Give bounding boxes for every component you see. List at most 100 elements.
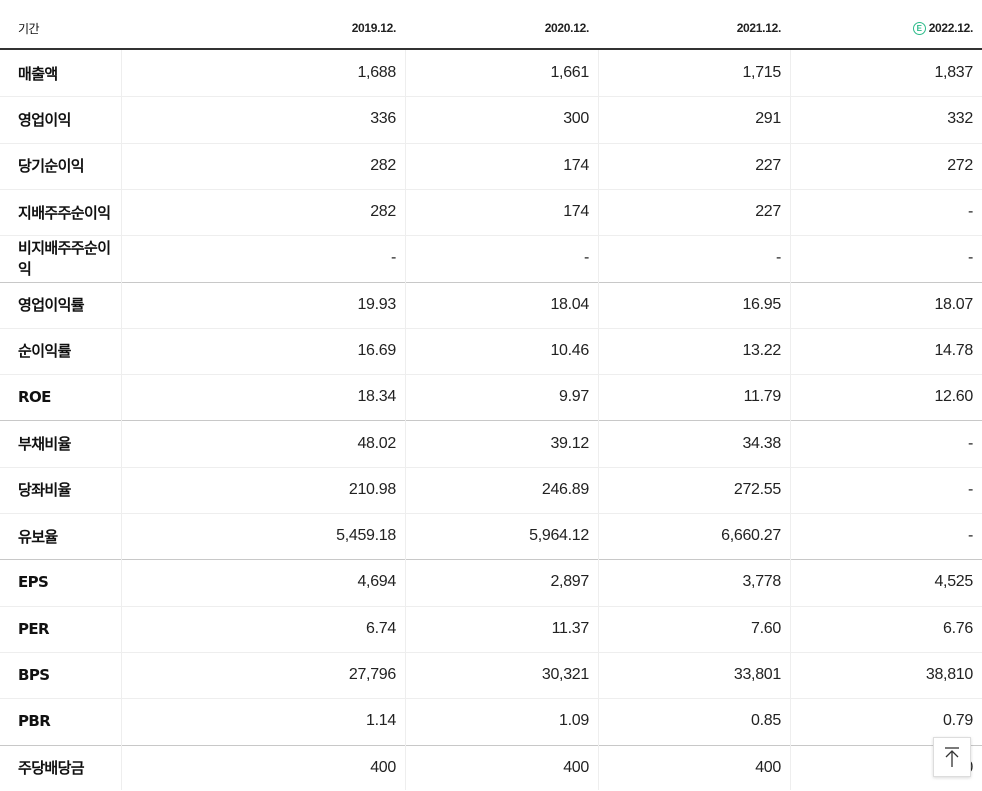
value-cell: 227 (755, 156, 781, 174)
row-divider (0, 327, 982, 329)
value-cell: 336 (370, 110, 396, 128)
value-cell: 9.97 (559, 388, 589, 406)
scroll-top-button[interactable] (933, 737, 971, 777)
value-cell: - (967, 203, 973, 221)
row-divider (0, 466, 982, 468)
header-label: 기간 (18, 21, 39, 36)
row-label: 당기순이익 (18, 157, 85, 176)
value-cell: - (967, 249, 973, 267)
value-cell: 4,525 (934, 573, 973, 591)
row-label: 주당배당금 (18, 759, 85, 778)
value-cell: 227 (755, 203, 781, 221)
header-period: E 2022.12. (790, 8, 982, 48)
column-divider (790, 50, 791, 790)
value-cell: 1,661 (550, 64, 589, 82)
row-label: 순이익률 (18, 342, 71, 361)
value-cell: 12.60 (934, 388, 973, 406)
value-cell: 272.55 (733, 480, 781, 498)
value-cell: 6,660.27 (721, 527, 781, 545)
value-cell: 16.95 (742, 295, 781, 313)
row-divider (0, 651, 982, 653)
row-label: BPS (18, 666, 50, 685)
value-cell: 174 (563, 203, 589, 221)
value-cell: 282 (370, 156, 396, 174)
row-label: 비지배주주순이익 (18, 239, 111, 279)
row-divider (0, 96, 982, 98)
row-divider (0, 142, 982, 144)
value-cell: 19.93 (357, 295, 396, 313)
value-cell: - (967, 434, 973, 452)
value-cell: 5,459.18 (336, 527, 396, 545)
period-text: 2019.12. (351, 21, 397, 35)
row-label: PER (18, 619, 50, 638)
value-cell: - (390, 249, 396, 267)
value-cell: 18.07 (934, 295, 973, 313)
column-divider (121, 50, 122, 790)
value-cell: 300 (563, 110, 589, 128)
value-cell: 11.79 (743, 388, 782, 406)
arrow-up-icon (945, 747, 959, 767)
value-cell: 0.85 (751, 712, 781, 730)
row-label: 유보율 (18, 527, 58, 546)
group-divider (0, 559, 982, 561)
row-divider (0, 374, 982, 376)
column-divider (598, 50, 599, 790)
value-cell: 400 (370, 758, 396, 776)
value-cell: - (583, 249, 589, 267)
estimate-badge: E (912, 21, 926, 35)
header-period: 2019.12. (121, 8, 405, 48)
value-cell: 1.14 (366, 712, 396, 730)
value-cell: 16.69 (357, 341, 396, 359)
row-divider (0, 605, 982, 607)
value-cell: 6.74 (366, 619, 396, 637)
value-cell: 332 (947, 110, 973, 128)
value-cell: 33,801 (733, 666, 781, 684)
row-label: 부채비율 (18, 435, 71, 454)
value-cell: 3,778 (742, 573, 781, 591)
row-label: EPS (18, 573, 49, 592)
header-rule (0, 48, 982, 50)
value-cell: 210.98 (348, 480, 396, 498)
value-cell: 1,715 (742, 64, 781, 82)
value-cell: 1,688 (357, 64, 396, 82)
value-cell: 18.34 (357, 388, 396, 406)
value-cell: 2,897 (550, 573, 589, 591)
value-cell: 4,694 (357, 573, 396, 591)
row-divider (0, 235, 982, 237)
value-cell: - (967, 480, 973, 498)
period-text: 2020.12. (544, 21, 590, 35)
value-cell: 400 (563, 758, 589, 776)
value-cell: 11.37 (551, 619, 590, 637)
value-cell: 39.12 (550, 434, 589, 452)
period-text: 2022.12. (928, 21, 974, 35)
value-cell: 5,964.12 (529, 527, 589, 545)
value-cell: 10.46 (550, 341, 589, 359)
row-label: 지배주주순이익 (18, 203, 111, 222)
value-cell: 282 (370, 203, 396, 221)
value-cell: 27,796 (348, 666, 396, 684)
value-cell: 38,810 (925, 666, 973, 684)
row-divider (0, 188, 982, 190)
value-cell: - (775, 249, 781, 267)
value-cell: 400 (755, 758, 781, 776)
value-cell: 14.78 (934, 341, 973, 359)
row-divider (0, 513, 982, 514)
value-cell: 7.60 (751, 619, 781, 637)
row-label: 영업이익률 (18, 296, 85, 315)
value-cell: 1,837 (934, 64, 973, 82)
row-label: ROE (18, 388, 51, 407)
period-text: 2021.12. (736, 21, 782, 35)
header-period: 2020.12. (405, 8, 598, 48)
row-label: 영업이익 (18, 110, 71, 129)
value-cell: 272 (947, 156, 973, 174)
value-cell: 174 (563, 156, 589, 174)
group-divider (0, 744, 982, 746)
value-cell: 30,321 (541, 666, 589, 684)
row-label: 당좌비율 (18, 481, 71, 500)
group-divider (0, 281, 982, 283)
value-cell: 246.89 (541, 480, 589, 498)
value-cell: - (967, 527, 973, 545)
value-cell: 0.79 (943, 712, 973, 730)
value-cell: 18.04 (550, 295, 589, 313)
value-cell: 48.02 (357, 434, 396, 452)
